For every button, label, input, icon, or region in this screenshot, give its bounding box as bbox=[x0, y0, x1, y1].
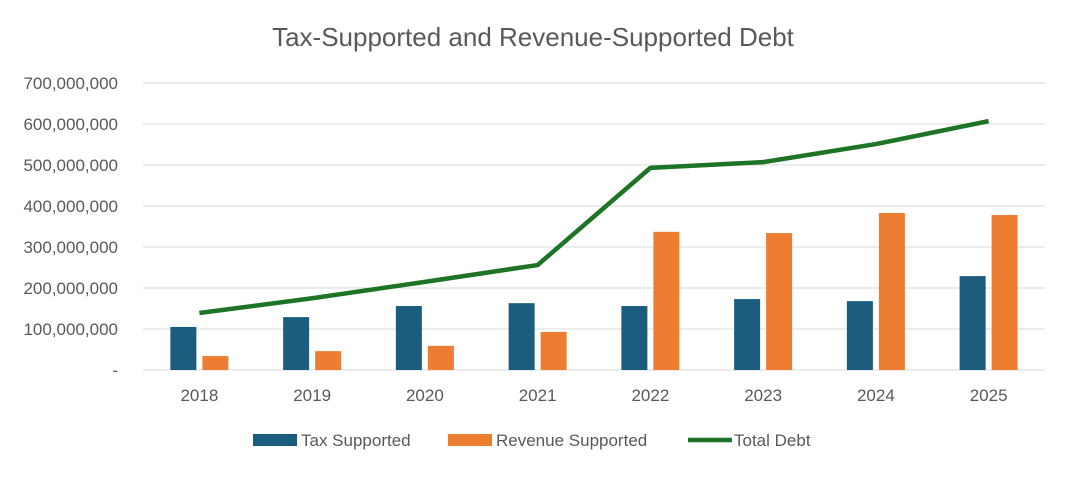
y-axis-ticks: - 100,000,000 200,000,000 300,000,000 400,00… bbox=[23, 74, 118, 380]
bars bbox=[170, 212, 1018, 370]
legend-swatch bbox=[448, 434, 492, 446]
bar-tax-supported bbox=[508, 303, 535, 370]
bar-tax-supported bbox=[621, 306, 648, 370]
bar-tax-supported bbox=[395, 306, 422, 370]
y-tick-label: 500,000,000 bbox=[23, 156, 118, 175]
y-tick-label: - bbox=[112, 361, 118, 380]
bar-tax-supported bbox=[170, 326, 197, 370]
legend-label: Revenue Supported bbox=[496, 431, 647, 450]
x-tick-label: 2025 bbox=[970, 386, 1008, 405]
y-tick-label: 600,000,000 bbox=[23, 115, 118, 134]
bar-revenue-supported bbox=[202, 356, 229, 370]
bar-tax-supported bbox=[283, 317, 310, 370]
x-tick-label: 2023 bbox=[744, 386, 782, 405]
y-tick-label: 700,000,000 bbox=[23, 74, 118, 93]
bar-revenue-supported bbox=[427, 345, 454, 370]
bar-revenue-supported bbox=[878, 212, 905, 370]
y-tick-label: 300,000,000 bbox=[23, 238, 118, 257]
total-debt-line bbox=[199, 118, 990, 316]
x-axis-ticks: 2018 2019 2020 2021 2022 2023 2024 2025 bbox=[180, 386, 1007, 405]
bar-revenue-supported bbox=[991, 215, 1018, 370]
bar-revenue-supported bbox=[540, 331, 567, 370]
y-tick-label: 200,000,000 bbox=[23, 279, 118, 298]
x-tick-label: 2019 bbox=[293, 386, 331, 405]
x-tick-label: 2018 bbox=[180, 386, 218, 405]
y-tick-label: 100,000,000 bbox=[23, 320, 118, 339]
gridlines bbox=[143, 82, 1045, 371]
bar-revenue-supported bbox=[766, 233, 793, 370]
line-total-debt bbox=[199, 118, 990, 316]
legend-label: Tax Supported bbox=[301, 431, 411, 450]
bar-tax-supported bbox=[734, 299, 761, 370]
chart-title: Tax-Supported and Revenue-Supported Debt bbox=[272, 22, 795, 52]
legend-swatch bbox=[253, 434, 297, 446]
legend-label: Total Debt bbox=[734, 431, 811, 450]
x-tick-label: 2021 bbox=[519, 386, 557, 405]
bar-tax-supported bbox=[959, 276, 986, 370]
x-tick-label: 2022 bbox=[631, 386, 669, 405]
bar-tax-supported bbox=[846, 301, 873, 370]
x-tick-label: 2024 bbox=[857, 386, 895, 405]
bar-revenue-supported bbox=[653, 231, 680, 370]
legend: Tax Supported Revenue Supported Total Debt bbox=[253, 431, 811, 450]
x-tick-label: 2020 bbox=[406, 386, 444, 405]
bar-revenue-supported bbox=[315, 351, 342, 370]
y-tick-label: 400,000,000 bbox=[23, 197, 118, 216]
